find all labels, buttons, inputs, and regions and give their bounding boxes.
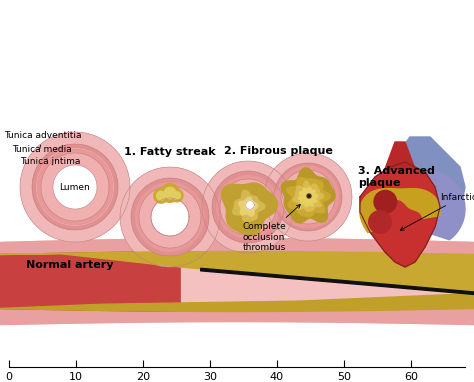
PathPatch shape <box>32 144 118 230</box>
Circle shape <box>306 193 312 199</box>
Circle shape <box>170 188 183 202</box>
Polygon shape <box>222 183 278 236</box>
PathPatch shape <box>277 166 339 228</box>
PathPatch shape <box>281 170 335 224</box>
PathPatch shape <box>216 175 280 239</box>
Polygon shape <box>299 188 318 207</box>
Circle shape <box>292 181 324 213</box>
PathPatch shape <box>212 171 284 243</box>
Circle shape <box>368 210 392 234</box>
PathPatch shape <box>220 179 276 235</box>
PathPatch shape <box>20 132 130 242</box>
Polygon shape <box>246 201 254 209</box>
Polygon shape <box>239 197 258 216</box>
Polygon shape <box>287 177 330 217</box>
PathPatch shape <box>139 186 201 248</box>
PathPatch shape <box>131 178 209 256</box>
PathPatch shape <box>274 163 342 231</box>
PathPatch shape <box>37 149 113 225</box>
Circle shape <box>160 183 180 203</box>
Polygon shape <box>233 190 265 223</box>
Circle shape <box>151 198 189 236</box>
Polygon shape <box>282 168 335 223</box>
Circle shape <box>374 190 397 214</box>
PathPatch shape <box>264 153 352 241</box>
Polygon shape <box>389 171 465 240</box>
Text: Complete
occlusion
thrombus: Complete occlusion thrombus <box>243 204 300 252</box>
PathPatch shape <box>212 171 284 243</box>
Text: 3. Advanced
plaque: 3. Advanced plaque <box>358 166 435 188</box>
Text: Tunica intima: Tunica intima <box>20 157 81 167</box>
Text: Tunica media: Tunica media <box>12 144 72 159</box>
Circle shape <box>264 153 352 241</box>
PathPatch shape <box>135 182 205 252</box>
Text: Lumen: Lumen <box>60 183 91 191</box>
Circle shape <box>153 188 169 204</box>
Polygon shape <box>395 137 465 227</box>
Polygon shape <box>385 142 415 169</box>
PathPatch shape <box>202 161 294 253</box>
PathPatch shape <box>32 144 118 230</box>
PathPatch shape <box>131 178 209 256</box>
Polygon shape <box>360 189 440 233</box>
Circle shape <box>164 186 176 199</box>
PathPatch shape <box>41 153 109 221</box>
PathPatch shape <box>277 166 339 228</box>
Text: Normal artery: Normal artery <box>26 260 114 270</box>
Circle shape <box>202 161 294 253</box>
Circle shape <box>156 191 166 201</box>
PathPatch shape <box>216 175 280 239</box>
PathPatch shape <box>36 148 114 226</box>
PathPatch shape <box>274 163 342 231</box>
Circle shape <box>120 167 220 267</box>
Text: 2. Fibrous plaque: 2. Fibrous plaque <box>224 146 332 156</box>
Text: Infarction: Infarction <box>400 193 474 230</box>
PathPatch shape <box>135 182 205 252</box>
PathPatch shape <box>120 167 220 267</box>
Circle shape <box>308 195 310 197</box>
Text: Tunica adventitia: Tunica adventitia <box>4 131 82 149</box>
Circle shape <box>53 165 97 209</box>
Text: 1. Fatty streak: 1. Fatty streak <box>124 147 216 157</box>
Polygon shape <box>293 181 323 211</box>
Polygon shape <box>360 162 440 267</box>
Circle shape <box>20 132 130 242</box>
Circle shape <box>172 191 181 200</box>
Circle shape <box>231 190 265 224</box>
